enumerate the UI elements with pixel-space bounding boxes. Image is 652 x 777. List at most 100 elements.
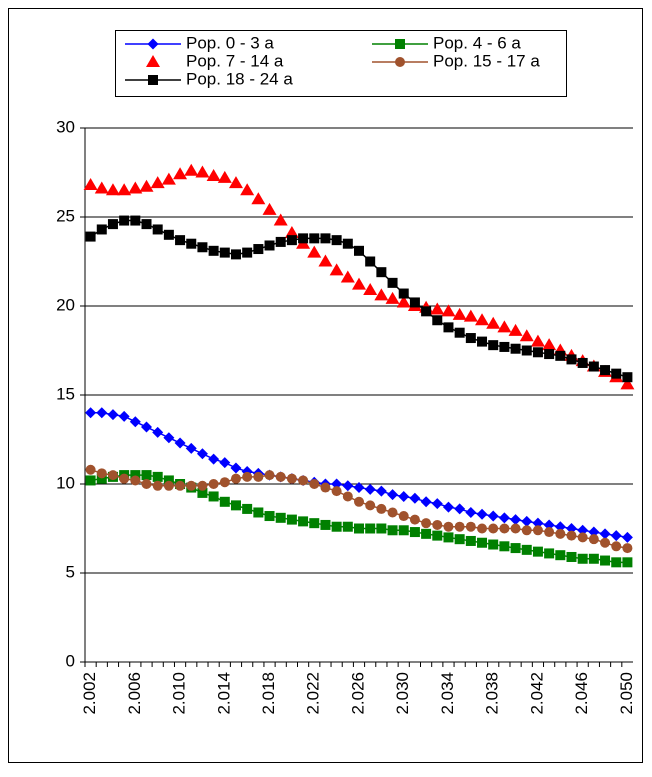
data-point	[566, 530, 577, 541]
x-tick-label: 2.046	[572, 672, 591, 715]
data-point	[130, 215, 141, 226]
data-point	[251, 192, 266, 205]
data-point	[119, 215, 130, 226]
data-point	[475, 313, 490, 326]
data-point	[365, 523, 376, 534]
data-point	[264, 511, 275, 522]
x-tick-label: 2.002	[80, 672, 99, 715]
x-tick-label: 2.018	[259, 672, 278, 715]
y-tick-label: 15	[56, 384, 75, 403]
data-point	[398, 511, 409, 522]
data-point	[264, 240, 275, 251]
data-point	[409, 527, 420, 538]
data-point	[253, 471, 264, 482]
data-point	[398, 525, 409, 536]
data-point	[197, 480, 208, 491]
data-point	[554, 521, 566, 533]
data-point	[432, 530, 443, 541]
data-point	[622, 557, 633, 568]
data-point	[208, 245, 219, 256]
data-point	[107, 470, 118, 481]
data-point	[320, 233, 331, 244]
data-point	[463, 309, 478, 322]
data-point	[387, 277, 398, 288]
data-point	[130, 475, 141, 486]
data-point	[309, 233, 320, 244]
data-point	[242, 247, 253, 258]
data-point	[309, 479, 320, 489]
data-point	[510, 514, 522, 526]
data-point	[432, 315, 443, 326]
data-point	[163, 480, 174, 491]
data-point	[421, 306, 432, 317]
data-point	[219, 457, 231, 469]
data-point	[508, 323, 523, 336]
x-tick-label: 2.042	[527, 672, 546, 715]
data-point	[600, 537, 611, 548]
data-point	[499, 523, 510, 534]
data-point	[521, 515, 533, 527]
legend-label: Pop. 7 - 14 a	[186, 51, 284, 70]
data-point	[385, 291, 400, 304]
data-point	[331, 235, 342, 246]
data-point	[152, 471, 163, 482]
data-point	[622, 543, 633, 554]
data-point	[588, 361, 599, 372]
data-point	[465, 506, 477, 518]
x-tick-label: 2.050	[617, 672, 636, 715]
data-point	[284, 226, 299, 239]
data-point	[396, 295, 411, 308]
x-tick-label: 2.030	[393, 672, 412, 715]
data-point	[544, 548, 555, 559]
data-point	[230, 473, 241, 484]
legend-marker	[395, 39, 405, 49]
data-point	[521, 544, 532, 555]
data-point	[96, 224, 107, 235]
data-point	[105, 183, 120, 196]
data-point	[398, 490, 410, 502]
data-point	[577, 357, 588, 368]
data-point	[253, 244, 264, 255]
data-point	[152, 426, 164, 438]
data-point	[354, 245, 364, 256]
data-point	[365, 256, 376, 267]
y-tick-label: 20	[56, 295, 75, 314]
data-point	[85, 407, 97, 419]
data-point	[442, 501, 454, 513]
data-point	[555, 550, 566, 561]
data-point	[353, 482, 365, 494]
y-tick-label: 10	[56, 473, 75, 492]
data-point	[298, 233, 309, 244]
data-point	[421, 518, 432, 529]
data-point	[376, 523, 387, 534]
data-point	[141, 479, 152, 489]
data-point	[519, 329, 534, 342]
x-tick-label: 2.014	[214, 672, 233, 715]
data-point	[117, 183, 132, 196]
data-point	[532, 546, 543, 557]
data-point	[544, 349, 555, 360]
legend-marker	[148, 75, 158, 85]
data-point	[342, 238, 353, 249]
data-point	[499, 341, 510, 352]
data-point	[387, 489, 399, 501]
data-point	[264, 470, 275, 481]
data-point	[620, 377, 635, 390]
data-point	[318, 254, 333, 267]
data-point	[152, 480, 163, 491]
data-point	[542, 338, 557, 351]
x-tick-label: 2.038	[483, 672, 502, 715]
data-point	[262, 202, 277, 215]
data-point	[130, 470, 141, 481]
data-point	[309, 518, 320, 529]
data-point	[230, 462, 242, 474]
data-point	[521, 345, 532, 356]
data-point	[577, 553, 588, 564]
data-point	[610, 530, 622, 542]
data-point	[510, 523, 521, 534]
data-point	[219, 496, 230, 507]
data-point	[331, 486, 342, 497]
data-point	[320, 519, 331, 530]
data-point	[443, 521, 454, 532]
data-point	[342, 480, 354, 492]
